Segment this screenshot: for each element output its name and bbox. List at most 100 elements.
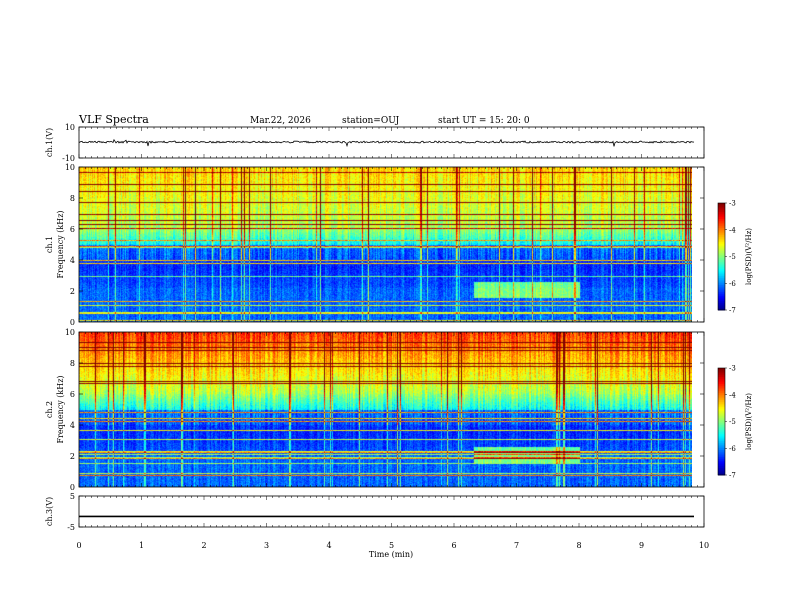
y-tick-label-ch1-spectrogram: 8 [70,194,75,203]
colorbar-swatch-ch2 [718,410,725,414]
colorbar-swatch-ch1 [718,270,725,274]
colorbar-swatch-ch2 [718,471,725,474]
colorbar-swatch-ch1 [718,244,725,247]
colorbar-swatch-ch2 [718,400,725,403]
colorbar-swatch-ch2 [718,426,725,430]
panel-frame-ch3-waveform [78,495,705,528]
colorbar-swatch-ch1 [718,222,725,225]
header-date: Mar.22, 2026 [250,116,311,126]
colorbar-swatch-ch1 [718,217,725,220]
colorbar-swatch-ch1 [718,252,725,256]
colorbar-swatch-ch1 [718,229,725,233]
colorbar-swatch-ch2 [718,451,725,455]
colorbar-swatch-ch2 [718,464,725,467]
y-tick-label-ch2-spectrogram: 10 [65,328,75,337]
colorbar-swatch-ch1 [718,210,725,213]
colorbar-tick-label-ch1: -3 [729,200,736,208]
colorbar-swatch-ch1 [718,231,725,234]
x-tick-label: 5 [389,541,394,550]
colorbar-swatch-ch1 [718,235,725,238]
colorbar-tick-label-ch1: -6 [729,280,736,288]
colorbar-swatch-ch1 [718,308,725,311]
x-tick-label: 2 [201,541,206,550]
colorbar-swatch-ch1 [718,224,725,227]
colorbar-swatch-ch2 [718,457,725,460]
colorbar-swatch-ch2 [718,391,725,394]
x-tick-label: 7 [514,541,519,550]
colorbar-swatch-ch1 [718,292,725,295]
colorbar-swatch-ch1 [718,256,725,259]
colorbar-swatch-ch1 [718,258,725,261]
colorbar-swatch-ch1 [718,306,725,309]
y-tick-label-ch1-waveform: -10 [62,154,75,163]
colorbar-label-ch1: log(PSD)(V²/Hz) [745,228,753,285]
header-start-time: start UT = 15: 20: 0 [438,116,530,126]
colorbar-swatch-ch1 [718,204,725,208]
y-tick-label-ch1-waveform: 10 [65,123,75,132]
colorbar-swatch-ch2 [718,401,725,405]
colorbar-swatch-ch2 [718,398,725,401]
colorbar-swatch-ch2 [718,437,725,440]
x-tick-label: 10 [699,541,709,550]
colorbar-swatch-ch2 [718,384,725,387]
colorbar-swatch-ch2 [718,389,725,392]
colorbar-swatch-ch1 [718,251,725,254]
colorbar-swatch-ch1 [718,276,725,279]
y-tick-label-ch3-waveform: 5 [70,492,75,501]
colorbar-swatch-ch2 [718,373,725,376]
colorbar-swatch-ch2 [718,423,725,426]
colorbar-swatch-ch1 [718,290,725,293]
colorbar-swatch-ch1 [718,233,725,236]
colorbar-swatch-ch1 [718,247,725,250]
y-axis-label-ch1-waveform: ch.1(V) [45,128,54,157]
colorbar-swatch-ch1 [718,263,725,266]
colorbar-swatch-ch1 [718,203,725,206]
colorbar-swatch-ch2 [718,469,725,472]
colorbar-swatch-ch1 [718,274,725,277]
colorbar-swatch-ch1 [718,267,725,270]
colorbar-swatch-ch1 [718,206,725,209]
colorbar-swatch-ch2 [718,425,725,428]
colorbar-tick-label-ch2: -7 [729,472,736,480]
colorbar-swatch-ch2 [718,414,725,417]
colorbar-swatch-ch2 [718,450,725,453]
colorbar-swatch-ch1 [718,286,725,290]
colorbar-swatch-ch2 [718,405,725,408]
colorbar-swatch-ch1 [718,249,725,252]
colorbar-swatch-ch1 [718,215,725,218]
colorbar-swatch-ch2 [718,433,725,437]
colorbar-swatch-ch1 [718,220,725,224]
spectrogram-image-ch1 [79,167,692,322]
colorbar-swatch-ch1 [718,277,725,281]
colorbar-swatch-ch1 [718,297,725,300]
figure-title: VLF Spectra [78,113,149,126]
colorbar-swatch-ch2 [718,412,725,415]
y-tick-label-ch2-spectrogram: 6 [70,390,75,399]
y-tick-label-ch1-spectrogram: 2 [70,287,75,296]
colorbar-swatch-ch2 [718,403,725,406]
colorbar-swatch-ch1 [718,301,725,304]
colorbar-swatch-ch2 [718,435,725,439]
colorbar-swatch-ch1 [718,242,725,245]
colorbar-tick-label-ch1: -5 [729,253,736,261]
colorbar-swatch-ch1 [718,260,725,263]
colorbar-tick-label-ch2: -6 [729,445,736,453]
y-tick-label-ch2-spectrogram: 0 [70,483,75,492]
colorbar-swatch-ch2 [718,378,725,381]
colorbar-swatch-ch2 [718,458,725,462]
x-tick-label: 1 [139,541,144,550]
y-axis-label-ch2-spectrogram: Frequency (kHz) [56,375,65,443]
colorbar-swatch-ch1 [718,226,725,229]
colorbar-swatch-ch1 [718,208,725,211]
x-tick-label: 9 [639,541,644,550]
colorbar-swatch-ch1 [718,261,725,265]
y-tick-label-ch2-spectrogram: 4 [70,421,75,430]
colorbar-swatch-ch1 [718,238,725,241]
y-tick-label-ch3-waveform: -5 [67,523,75,532]
colorbar-swatch-ch2 [718,392,725,396]
colorbar-swatch-ch2 [718,460,725,464]
colorbar-tick-label-ch2: -5 [729,418,736,426]
colorbar-swatch-ch2 [718,442,725,446]
colorbar-swatch-ch2 [718,446,725,449]
colorbar-swatch-ch2 [718,409,725,412]
